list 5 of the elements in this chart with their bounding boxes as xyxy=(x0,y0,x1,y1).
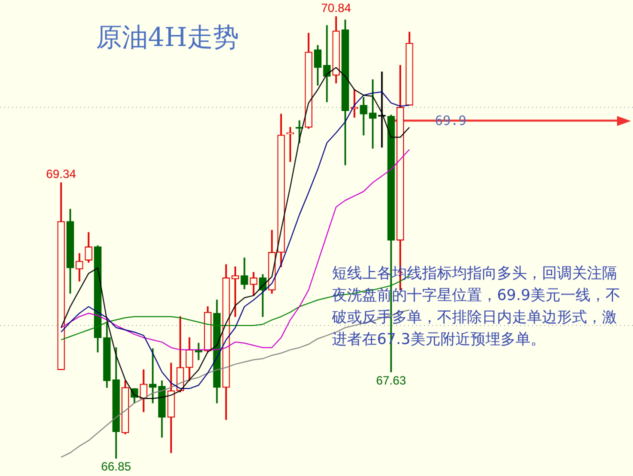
annotation: 69.34 xyxy=(46,166,76,181)
annotation: 70.84 xyxy=(321,0,352,15)
annotation: 66.85 xyxy=(101,460,132,474)
text: 原油4H走势 xyxy=(96,22,240,55)
annotation: 67.63 xyxy=(376,373,406,388)
